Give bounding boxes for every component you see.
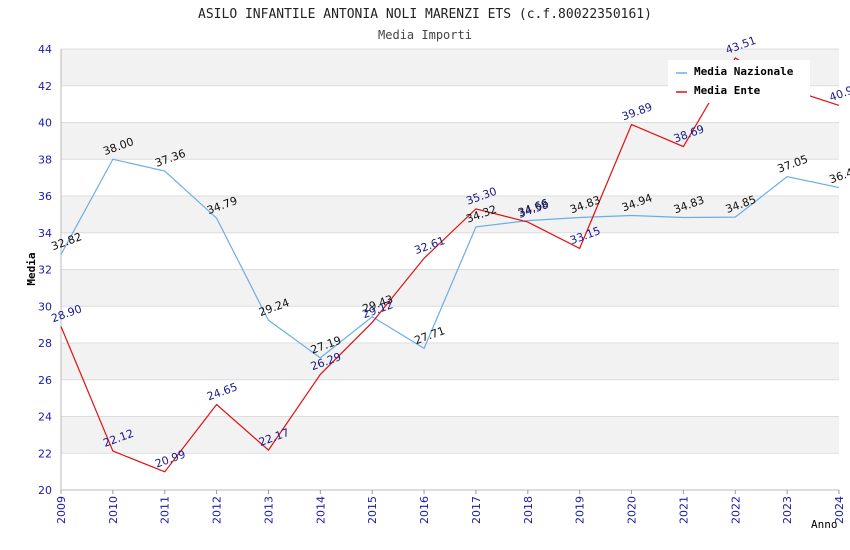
plot-band <box>61 343 839 380</box>
plot-background <box>61 49 839 490</box>
plot-band <box>61 379 839 417</box>
x-tick-label: 2017 <box>470 496 483 524</box>
chart-title: ASILO INFANTILE ANTONIA NOLI MARENZI ETS… <box>198 7 652 22</box>
x-tick-label: 2016 <box>418 496 431 524</box>
y-tick-label: 28 <box>38 337 52 350</box>
y-tick-label: 22 <box>38 447 52 460</box>
legend-box <box>668 60 810 103</box>
plot-band <box>61 416 839 454</box>
x-tick-label: 2019 <box>574 496 587 524</box>
legend-label-media-ente: Media Ente <box>694 84 761 97</box>
x-tick-label: 2013 <box>262 496 275 524</box>
y-tick-label: 26 <box>38 374 52 387</box>
y-tick-label: 32 <box>38 264 52 277</box>
x-tick-label: 2022 <box>729 496 742 524</box>
x-tick-label: 2024 <box>833 496 846 524</box>
x-tick-label: 2023 <box>781 496 794 524</box>
y-axis-title: Media <box>25 252 38 285</box>
legend-label-media-nazionale: Media Nazionale <box>694 65 794 78</box>
y-tick-label: 24 <box>38 411 52 424</box>
x-tick-label: 2021 <box>677 496 690 524</box>
plot-band <box>61 196 839 233</box>
x-tick-label: 2014 <box>314 496 327 524</box>
x-axis-ticks: 2009 2010 2011 2012 2013 2014 2015 2016 2017 2018… <box>55 490 846 524</box>
y-tick-label: 20 <box>38 484 52 497</box>
plot-band <box>61 453 839 490</box>
x-tick-label: 2018 <box>522 496 535 524</box>
legend: Media Nazionale Media Ente <box>668 60 810 103</box>
x-tick-label: 2010 <box>107 496 120 524</box>
y-tick-label: 40 <box>38 117 52 130</box>
plot-band <box>61 122 839 160</box>
chart-subtitle: Media Importi <box>378 28 472 42</box>
y-tick-label: 42 <box>38 80 52 93</box>
x-axis-title: Anno <box>811 518 838 531</box>
y-tick-label: 30 <box>38 300 52 313</box>
y-tick-label: 38 <box>38 153 52 166</box>
series-line-media-nazionale <box>60 158 840 359</box>
x-tick-label: 2020 <box>626 496 639 524</box>
plot-band <box>61 232 839 270</box>
axes <box>60 49 839 491</box>
x-tick-label: 2012 <box>211 496 224 524</box>
plot-band <box>61 159 839 196</box>
y-axis-ticks: 20 22 24 26 28 30 32 34 36 38 40 42 44 <box>38 43 52 497</box>
x-tick-label: 2009 <box>55 496 68 524</box>
y-tick-label: 44 <box>38 43 52 56</box>
x-tick-label: 2015 <box>366 496 379 524</box>
y-tick-label: 36 <box>38 190 52 203</box>
x-tick-label: 2011 <box>159 496 172 524</box>
plot-band <box>61 306 839 343</box>
y-tick-label: 34 <box>38 227 52 240</box>
